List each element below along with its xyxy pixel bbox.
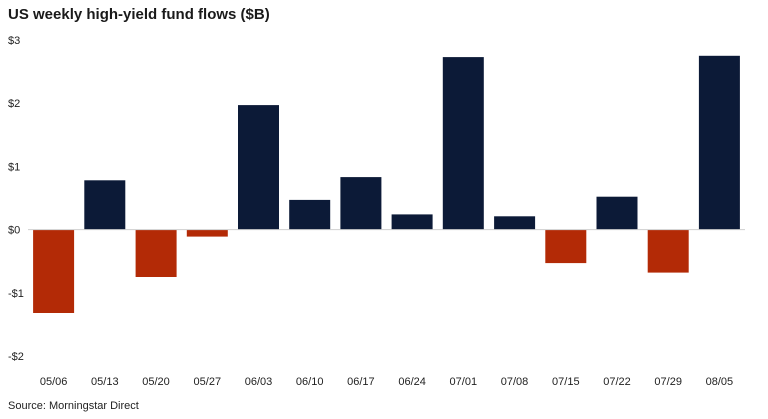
x-tick-label: 07/22 <box>603 376 631 388</box>
chart-title: US weekly high-yield fund flows ($B) <box>8 6 270 23</box>
x-tick-label: 05/27 <box>194 376 222 388</box>
bar <box>545 229 587 264</box>
x-tick-label: 05/20 <box>142 376 170 388</box>
x-tick-label: 05/13 <box>91 376 119 388</box>
bar <box>442 57 484 230</box>
y-tick-label: -$2 <box>8 351 24 363</box>
x-tick-label: 08/05 <box>706 376 734 388</box>
x-tick-label: 07/29 <box>654 376 682 388</box>
bar <box>289 199 331 230</box>
x-tick-label: 07/15 <box>552 376 580 388</box>
bar <box>33 229 75 313</box>
bar <box>84 180 126 230</box>
x-tick-label: 05/06 <box>40 376 68 388</box>
x-tick-label: 06/10 <box>296 376 324 388</box>
x-tick-label: 06/03 <box>245 376 273 388</box>
y-tick-label: $2 <box>8 98 20 110</box>
x-tick-label: 06/24 <box>398 376 426 388</box>
bar <box>647 229 689 273</box>
bar <box>494 216 536 230</box>
y-tick-label: -$1 <box>8 288 24 300</box>
bar <box>186 229 228 237</box>
x-tick-label: 06/17 <box>347 376 375 388</box>
x-tick-label: 07/08 <box>501 376 529 388</box>
x-tick-label: 07/01 <box>450 376 478 388</box>
source-note: Source: Morningstar Direct <box>8 400 139 412</box>
bar <box>238 105 279 230</box>
bar <box>391 214 433 230</box>
y-tick-label: $3 <box>8 35 20 47</box>
bar <box>698 55 740 230</box>
bar <box>340 177 382 230</box>
y-tick-label: $1 <box>8 161 20 173</box>
y-tick-label: $0 <box>8 225 20 237</box>
bar <box>135 229 177 277</box>
bar <box>596 196 638 230</box>
